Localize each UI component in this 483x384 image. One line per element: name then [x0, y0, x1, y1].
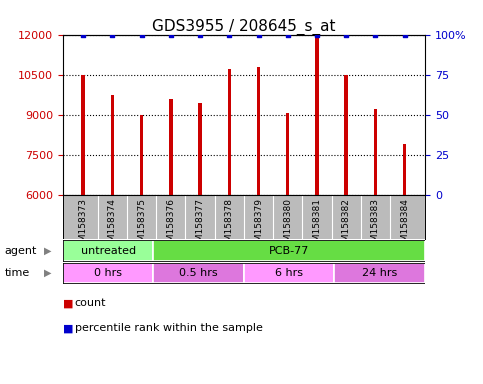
Bar: [111, 94, 114, 195]
Text: GSM158384: GSM158384: [400, 198, 409, 253]
Text: 0.5 hrs: 0.5 hrs: [179, 268, 218, 278]
Text: time: time: [5, 268, 30, 278]
Point: [167, 31, 175, 38]
Point: [284, 31, 292, 38]
Text: GSM158382: GSM158382: [341, 198, 351, 253]
Text: 0 hrs: 0 hrs: [94, 268, 122, 278]
Text: ■: ■: [63, 323, 73, 333]
Bar: [374, 109, 377, 195]
Title: GDS3955 / 208645_s_at: GDS3955 / 208645_s_at: [152, 18, 336, 35]
Point: [109, 31, 116, 38]
Bar: [140, 114, 143, 195]
Bar: [82, 74, 85, 195]
Text: GSM158378: GSM158378: [225, 198, 234, 253]
Text: GSM158381: GSM158381: [313, 198, 322, 253]
Point: [371, 31, 379, 38]
Text: untreated: untreated: [81, 245, 136, 256]
Text: GSM158375: GSM158375: [137, 198, 146, 253]
Text: GSM158376: GSM158376: [166, 198, 175, 253]
Point: [226, 31, 233, 38]
Text: ■: ■: [63, 298, 73, 308]
Text: GSM158379: GSM158379: [254, 198, 263, 253]
Bar: [344, 74, 348, 195]
Bar: [63, 240, 154, 261]
Bar: [169, 99, 172, 195]
Text: ▶: ▶: [43, 268, 51, 278]
Point: [138, 31, 145, 38]
Text: GSM158380: GSM158380: [283, 198, 292, 253]
Bar: [244, 263, 334, 283]
Bar: [154, 263, 244, 283]
Text: GSM158383: GSM158383: [371, 198, 380, 253]
Bar: [403, 144, 406, 195]
Text: 6 hrs: 6 hrs: [275, 268, 303, 278]
Point: [313, 31, 321, 38]
Text: 24 hrs: 24 hrs: [362, 268, 398, 278]
Point: [196, 31, 204, 38]
Bar: [199, 103, 202, 195]
Point: [401, 31, 409, 38]
Bar: [335, 263, 425, 283]
Point: [79, 31, 87, 38]
Bar: [154, 240, 425, 261]
Text: GSM158373: GSM158373: [79, 198, 88, 253]
Text: GSM158374: GSM158374: [108, 198, 117, 253]
Text: ▶: ▶: [43, 245, 51, 256]
Text: count: count: [75, 298, 106, 308]
Text: PCB-77: PCB-77: [269, 245, 310, 256]
Point: [255, 31, 262, 38]
Bar: [286, 113, 289, 195]
Text: percentile rank within the sample: percentile rank within the sample: [75, 323, 263, 333]
Bar: [257, 66, 260, 195]
Bar: [63, 263, 154, 283]
Bar: [227, 69, 231, 195]
Text: agent: agent: [5, 245, 37, 256]
Text: GSM158377: GSM158377: [196, 198, 205, 253]
Point: [342, 31, 350, 38]
Bar: [315, 35, 319, 195]
